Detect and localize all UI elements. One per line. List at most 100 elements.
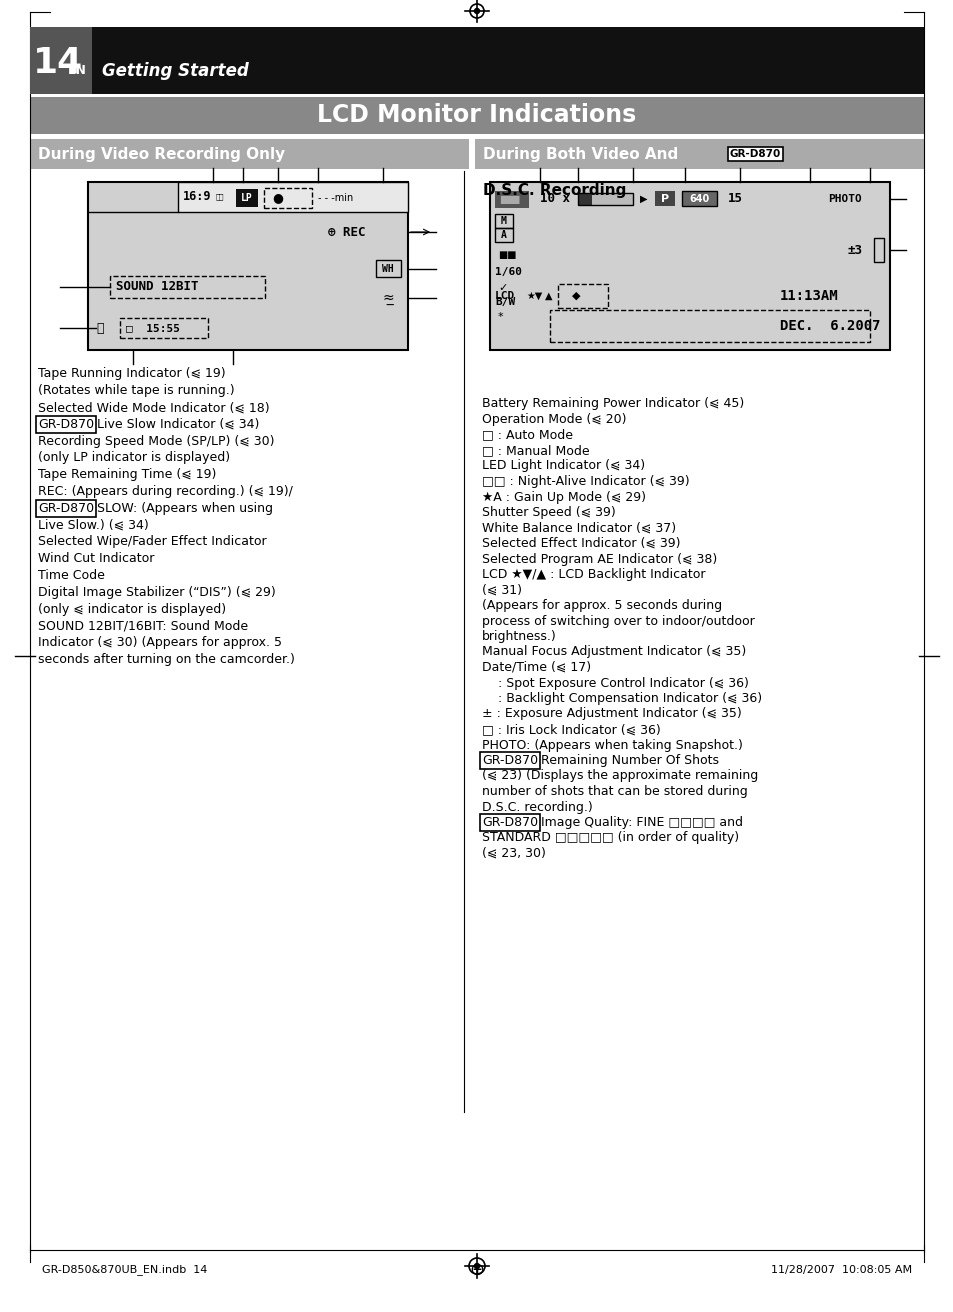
Text: □  15:55: □ 15:55 (126, 323, 180, 333)
Bar (88, 182, 408, 350)
Text: Selected Wipe/Fader Effect Indicator: Selected Wipe/Fader Effect Indicator (38, 535, 266, 548)
Text: During Video Recording Only: During Video Recording Only (38, 147, 285, 161)
Text: ± : Exposure Adjustment Indicator (⩿ 35): ± : Exposure Adjustment Indicator (⩿ 35) (481, 707, 741, 720)
Text: Shutter Speed (⩿ 39): Shutter Speed (⩿ 39) (481, 506, 615, 520)
Text: Live Slow Indicator (⩿ 34): Live Slow Indicator (⩿ 34) (92, 419, 259, 430)
Text: ▲: ▲ (544, 291, 552, 300)
Text: 16:9: 16:9 (183, 190, 212, 203)
Text: During Both Video And: During Both Video And (482, 147, 678, 161)
Bar (578, 193, 633, 205)
Circle shape (474, 8, 479, 13)
Text: Manual Focus Adjustment Indicator (⩿ 35): Manual Focus Adjustment Indicator (⩿ 35) (481, 646, 745, 659)
Text: REC: (Appears during recording.) (⩿ 19)/: REC: (Appears during recording.) (⩿ 19)/ (38, 485, 293, 499)
Bar (110, 276, 265, 298)
Bar (578, 193, 592, 205)
Text: Live Slow.) (⩿ 34): Live Slow.) (⩿ 34) (38, 518, 149, 531)
Text: - - -min: - - -min (317, 193, 353, 203)
Text: Remaining Number Of Shots: Remaining Number Of Shots (537, 754, 719, 768)
Text: ■■: ■■ (497, 251, 516, 260)
Text: P: P (660, 194, 668, 203)
Text: ⊕ REC: ⊕ REC (328, 226, 365, 239)
Text: GR-D850&870UB_EN.indb  14: GR-D850&870UB_EN.indb 14 (42, 1265, 207, 1275)
Text: Date/Time (⩿ 17): Date/Time (⩿ 17) (481, 661, 591, 674)
Text: number of shots that can be stored during: number of shots that can be stored durin… (481, 785, 747, 798)
Text: ███: ███ (499, 194, 519, 203)
Text: 1/60: 1/60 (495, 268, 521, 277)
Text: SLOW: (Appears when using: SLOW: (Appears when using (92, 502, 273, 514)
Text: D.S.C. recording.): D.S.C. recording.) (481, 800, 592, 813)
Text: GR-D870: GR-D870 (481, 816, 537, 829)
Text: A: A (500, 230, 506, 240)
Text: ◆: ◆ (572, 291, 579, 300)
Text: ★▼: ★▼ (525, 291, 541, 300)
Text: (Appears for approx. 5 seconds during: (Appears for approx. 5 seconds during (481, 600, 721, 611)
Text: ★A : Gain Up Mode (⩿ 29): ★A : Gain Up Mode (⩿ 29) (481, 491, 645, 504)
Text: Image Quality: FINE □□□□ and: Image Quality: FINE □□□□ and (537, 816, 742, 829)
Text: *: * (497, 312, 503, 321)
Text: (⩿ 31): (⩿ 31) (481, 584, 521, 597)
Text: brightness.): brightness.) (481, 630, 557, 643)
Text: LCD ★▼/▲ : LCD Backlight Indicator: LCD ★▼/▲ : LCD Backlight Indicator (481, 568, 705, 581)
Text: 640: 640 (689, 194, 709, 203)
Bar (30, 97, 923, 134)
Text: GR-D870: GR-D870 (481, 754, 537, 768)
Bar (681, 192, 717, 206)
Bar (681, 192, 717, 206)
Bar (120, 318, 208, 338)
Bar (30, 28, 923, 94)
Text: Indicator (⩿ 30) (Appears for approx. 5: Indicator (⩿ 30) (Appears for approx. 5 (38, 636, 282, 649)
Text: EN: EN (68, 64, 87, 77)
Text: ⦻: ⦻ (96, 321, 103, 335)
Text: GR-D870: GR-D870 (729, 150, 781, 159)
Text: □□ : Night-Alive Indicator (⩿ 39): □□ : Night-Alive Indicator (⩿ 39) (481, 475, 689, 488)
Text: Battery Remaining Power Indicator (⩿ 45): Battery Remaining Power Indicator (⩿ 45) (481, 398, 743, 411)
Text: White Balance Indicator (⩿ 37): White Balance Indicator (⩿ 37) (481, 521, 676, 534)
Text: Selected Wide Mode Indicator (⩿ 18): Selected Wide Mode Indicator (⩿ 18) (38, 401, 270, 415)
Bar (178, 182, 408, 213)
Text: M: M (500, 216, 506, 226)
Text: ⦿⦿: ⦿⦿ (215, 194, 224, 201)
Text: Selected Effect Indicator (⩿ 39): Selected Effect Indicator (⩿ 39) (481, 537, 679, 550)
Text: Time Code: Time Code (38, 569, 105, 583)
Bar (495, 214, 513, 228)
Text: seconds after turning on the camcorder.): seconds after turning on the camcorder.) (38, 653, 294, 666)
Text: ▶: ▶ (639, 194, 647, 203)
Bar (235, 189, 257, 207)
Text: (only ⩿ indicator is displayed): (only ⩿ indicator is displayed) (38, 602, 226, 615)
Text: STANDARD □□□□□ (in order of quality): STANDARD □□□□□ (in order of quality) (481, 832, 739, 845)
Text: (⩿ 23, 30): (⩿ 23, 30) (481, 848, 545, 859)
Bar (490, 182, 889, 350)
Text: Selected Program AE Indicator (⩿ 38): Selected Program AE Indicator (⩿ 38) (481, 552, 717, 565)
Bar (88, 182, 408, 350)
Text: Tape Running Indicator (⩿ 19): Tape Running Indicator (⩿ 19) (38, 367, 226, 380)
Text: ≈̲: ≈̲ (382, 291, 394, 304)
Bar (178, 182, 408, 213)
Bar (550, 310, 869, 342)
Bar (873, 237, 883, 262)
Text: 11/28/2007  10:08:05 AM: 11/28/2007 10:08:05 AM (770, 1265, 911, 1275)
Text: 14: 14 (33, 46, 83, 80)
Text: □ : Manual Mode: □ : Manual Mode (481, 443, 589, 457)
Text: process of switching over to indoor/outdoor: process of switching over to indoor/outd… (481, 614, 754, 627)
Text: B/W: B/W (495, 297, 515, 307)
Text: PHOTO: (Appears when taking Snapshot.): PHOTO: (Appears when taking Snapshot.) (481, 739, 742, 752)
Bar (558, 283, 607, 308)
Text: LP: LP (241, 193, 253, 203)
Text: Operation Mode (⩿ 20): Operation Mode (⩿ 20) (481, 413, 626, 426)
Text: ±3: ±3 (847, 244, 862, 257)
Text: Getting Started: Getting Started (102, 62, 249, 80)
Bar (655, 192, 675, 206)
Text: Digital Image Stabilizer (“DIS”) (⩿ 29): Digital Image Stabilizer (“DIS”) (⩿ 29) (38, 586, 275, 598)
Text: DEC.  6.2007: DEC. 6.2007 (780, 319, 880, 333)
Text: (⩿ 23) (Displays the approximate remaining: (⩿ 23) (Displays the approximate remaini… (481, 770, 758, 782)
Text: □ : Iris Lock Indicator (⩿ 36): □ : Iris Lock Indicator (⩿ 36) (481, 723, 660, 736)
Text: GR-D870: GR-D870 (38, 419, 94, 430)
Text: : Spot Exposure Control Indicator (⩿ 36): : Spot Exposure Control Indicator (⩿ 36) (481, 677, 748, 690)
Text: ●: ● (273, 192, 283, 205)
Text: Tape Remaining Time (⩿ 19): Tape Remaining Time (⩿ 19) (38, 468, 216, 482)
Bar (495, 228, 513, 241)
Text: □ : Auto Mode: □ : Auto Mode (481, 429, 573, 442)
Text: Recording Speed Mode (SP/LP) (⩿ 30): Recording Speed Mode (SP/LP) (⩿ 30) (38, 434, 274, 447)
Bar (30, 28, 91, 94)
Text: SOUND 12BIT: SOUND 12BIT (116, 281, 198, 294)
